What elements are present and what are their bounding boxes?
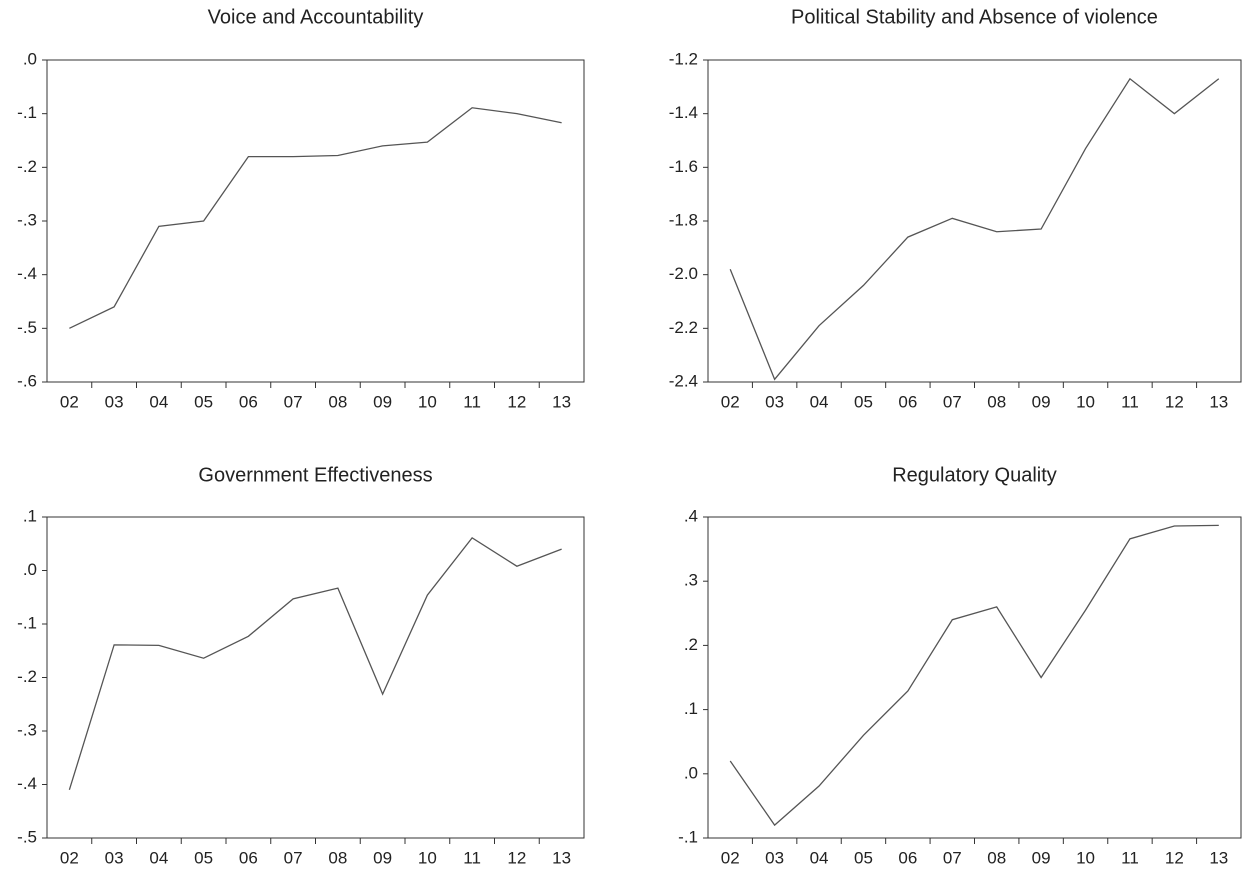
x-tick-label: 06 <box>898 392 917 411</box>
chart-title: Government Effectiveness <box>198 464 432 486</box>
y-tick-label: -.4 <box>17 774 37 793</box>
x-tick-label: 08 <box>987 392 1006 411</box>
x-tick-label: 09 <box>373 392 392 411</box>
y-tick-label: .0 <box>23 49 37 68</box>
x-tick-label: 03 <box>765 392 784 411</box>
x-tick-label: 02 <box>721 392 740 411</box>
y-tick-label: -.1 <box>17 613 37 632</box>
x-tick-label: 06 <box>239 848 258 867</box>
chart-title: Political Stability and Absence of viole… <box>791 6 1158 28</box>
x-tick-label: 11 <box>1121 392 1139 411</box>
x-tick-label: 12 <box>507 392 526 411</box>
x-tick-label: 08 <box>987 848 1006 867</box>
y-tick-label: -.6 <box>17 371 37 390</box>
y-tick-label: .2 <box>684 635 698 654</box>
y-tick-label: -1.4 <box>669 103 698 122</box>
y-tick-label: .1 <box>23 506 37 525</box>
x-tick-label: 08 <box>328 848 347 867</box>
y-tick-label: -.2 <box>17 667 37 686</box>
x-tick-label: 13 <box>552 848 571 867</box>
y-tick-label: -.3 <box>17 720 37 739</box>
x-tick-label: 05 <box>194 848 213 867</box>
x-tick-label: 10 <box>418 848 437 867</box>
x-tick-label: 05 <box>854 392 873 411</box>
data-line <box>729 77 1220 381</box>
y-tick-label: -.5 <box>17 827 37 846</box>
plot-frame <box>707 516 1242 839</box>
y-tick-label: .4 <box>684 506 698 525</box>
x-tick-label: 12 <box>1165 392 1184 411</box>
data-line <box>69 107 562 329</box>
x-tick-label: 12 <box>507 848 526 867</box>
y-tick-label: .0 <box>684 763 698 782</box>
y-tick-label: -1.2 <box>669 49 698 68</box>
x-tick-label: 02 <box>721 848 740 867</box>
x-tick-label: 11 <box>463 392 481 411</box>
y-tick-label: -1.6 <box>669 157 698 176</box>
x-tick-label: 04 <box>810 848 829 867</box>
y-tick-label: -.3 <box>17 210 37 229</box>
y-tick-label: -.5 <box>17 318 37 337</box>
x-tick-label: 03 <box>105 848 124 867</box>
y-tick-label: -2.4 <box>669 371 698 390</box>
x-tick-label: 05 <box>194 392 213 411</box>
x-tick-label: 04 <box>149 392 168 411</box>
x-tick-label: 11 <box>1121 848 1139 867</box>
y-tick-label: .3 <box>684 571 698 590</box>
x-tick-label: 12 <box>1165 848 1184 867</box>
x-tick-label: 13 <box>1209 848 1228 867</box>
y-tick-label: -2.0 <box>669 264 698 283</box>
y-tick-label: -.1 <box>678 827 698 846</box>
plot-frame <box>707 59 1242 383</box>
x-tick-label: 03 <box>765 848 784 867</box>
x-tick-label: 07 <box>284 392 303 411</box>
x-tick-label: 10 <box>1076 848 1095 867</box>
x-tick-label: 04 <box>149 848 168 867</box>
x-tick-label: 09 <box>373 848 392 867</box>
x-tick-label: 09 <box>1032 392 1051 411</box>
y-tick-label: -.4 <box>17 264 37 283</box>
y-tick-label: -2.2 <box>669 318 698 337</box>
x-tick-label: 09 <box>1032 848 1051 867</box>
x-tick-label: 03 <box>105 392 124 411</box>
x-tick-label: 06 <box>898 848 917 867</box>
x-tick-label: 10 <box>418 392 437 411</box>
x-tick-label: 07 <box>943 392 962 411</box>
x-tick-label: 02 <box>60 392 79 411</box>
data-line <box>729 524 1219 827</box>
y-tick-label: -.1 <box>17 103 37 122</box>
data-line <box>68 537 562 791</box>
x-tick-label: 06 <box>239 392 258 411</box>
x-tick-label: 07 <box>943 848 962 867</box>
y-tick-label: .0 <box>23 560 37 579</box>
y-tick-label: -1.8 <box>669 210 698 229</box>
plot-frame <box>46 516 585 839</box>
y-tick-label: .1 <box>684 699 698 718</box>
x-tick-label: 13 <box>552 392 571 411</box>
x-tick-label: 08 <box>328 392 347 411</box>
x-tick-label: 07 <box>284 848 303 867</box>
y-tick-label: -.2 <box>17 157 37 176</box>
chart-title: Voice and Accountability <box>208 6 424 28</box>
plot-frame <box>46 59 585 383</box>
chart-title: Regulatory Quality <box>892 464 1057 486</box>
x-tick-label: 11 <box>463 848 481 867</box>
x-tick-label: 02 <box>60 848 79 867</box>
x-tick-label: 05 <box>854 848 873 867</box>
x-tick-label: 04 <box>810 392 829 411</box>
x-tick-label: 10 <box>1076 392 1095 411</box>
x-tick-label: 13 <box>1209 392 1228 411</box>
